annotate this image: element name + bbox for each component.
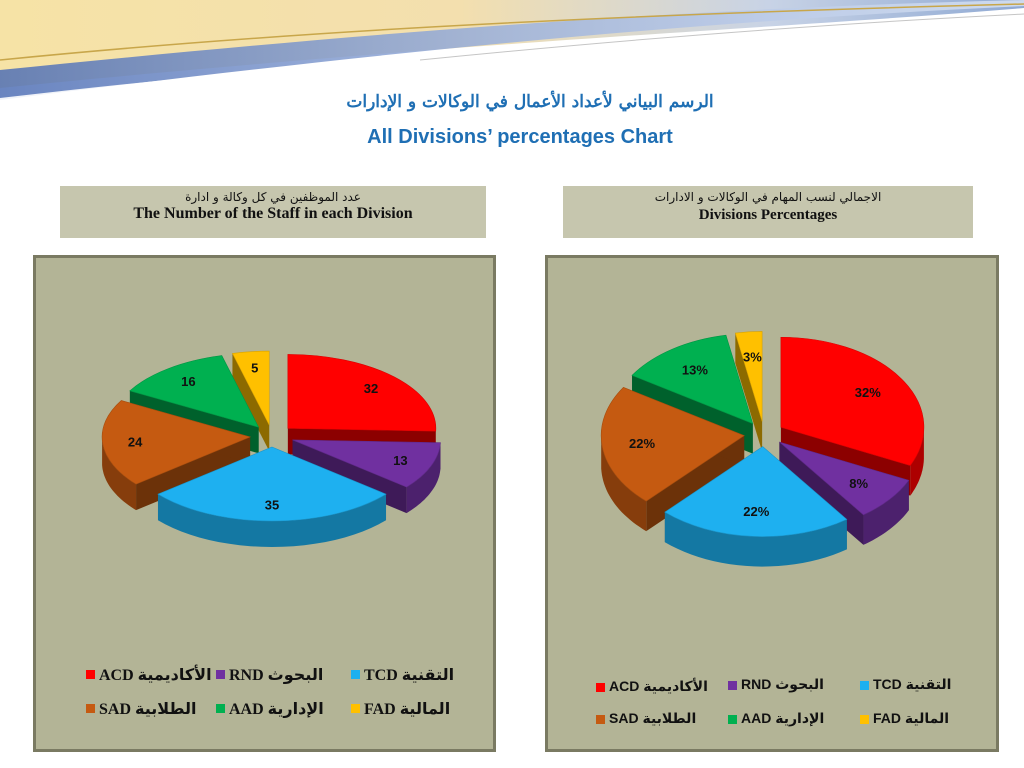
slice-acd: [287, 354, 437, 432]
legend-arabic-sad: الطلابية: [135, 699, 197, 718]
legend-swatch-tcd: [860, 681, 869, 690]
slice-aad: [631, 334, 754, 425]
legend-code-rnd: RND: [741, 676, 776, 692]
legend-swatch-acd: [86, 670, 95, 679]
legend-arabic-sad: الطلابية: [642, 711, 697, 727]
data-label-tcd: 22%: [743, 504, 769, 519]
legend-swatch-sad: [596, 715, 605, 724]
legend-item-tcd: TCD التقنية: [873, 676, 951, 693]
slice-fad: [734, 331, 763, 422]
legend-arabic-acd: الأكاديمية: [137, 665, 212, 684]
left-chart-panel: 32 13 35 24 16 5 ACD الأكاديمية RND البحوث TCD …: [33, 255, 496, 752]
divisions-percentage-pie-chart: 32% 8% 22% 22% 13% 3%: [600, 331, 925, 567]
page-title-english: All Divisions’ percentages Chart: [367, 126, 673, 148]
legend-item-tcd: TCD التقنية: [364, 665, 454, 685]
legend-arabic-fad: المالية: [399, 699, 451, 718]
legend-item-acd: ACD الأكاديمية: [609, 678, 708, 695]
legend-arabic-aad: الإدارية: [267, 699, 324, 718]
legend-swatch-fad: [351, 704, 360, 713]
legend-code-fad: FAD: [873, 710, 905, 726]
slice-tcd: [157, 446, 387, 522]
slice-acd: [780, 336, 925, 466]
legend-swatch-tcd: [351, 670, 360, 679]
legend-arabic-aad: الإدارية: [775, 711, 825, 727]
legend-swatch-acd: [596, 683, 605, 692]
legend-item-rnd: RND البحوث: [741, 676, 824, 693]
legend-swatch-aad: [728, 715, 737, 724]
data-label-aad: 13%: [682, 363, 708, 378]
legend-arabic-acd: الأكاديمية: [643, 679, 708, 695]
data-label-fad: 5: [251, 360, 258, 375]
header-wave-decoration: [0, 0, 1024, 108]
slice-side-fad: [735, 333, 763, 452]
legend-code-fad: FAD: [364, 701, 400, 718]
slice-fad: [231, 350, 270, 426]
data-label-rnd: 8%: [849, 476, 868, 491]
left-chart-caption: عدد الموظفين في كل وكالة و ادارة The Num…: [60, 186, 486, 238]
staff-count-pie-chart: 32 13 35 24 16 5: [101, 350, 441, 547]
left-caption-arabic: عدد الموظفين في كل وكالة و ادارة: [185, 190, 361, 204]
legend-item-aad: AAD الإدارية: [229, 699, 324, 719]
legend-code-aad: AAD: [741, 710, 776, 726]
slice-tcd: [664, 446, 848, 537]
legend-arabic-tcd: التقنية: [905, 677, 952, 693]
legend-code-tcd: TCD: [873, 676, 906, 692]
data-label-acd: 32%: [855, 385, 881, 400]
data-label-aad: 16: [181, 374, 195, 389]
legend-code-rnd: RND: [229, 667, 268, 684]
legend-item-fad: FAD المالية: [364, 699, 450, 719]
legend-arabic-fad: المالية: [904, 711, 950, 727]
legend-swatch-aad: [216, 704, 225, 713]
slice-sad: [101, 400, 251, 485]
legend-swatch-sad: [86, 704, 95, 713]
legend-item-sad: SAD الطلابية: [99, 699, 196, 719]
legend-code-sad: SAD: [99, 701, 136, 718]
legend-item-sad: SAD الطلابية: [609, 710, 696, 727]
legend-item-acd: ACD الأكاديمية: [99, 665, 212, 685]
data-label-tcd: 35: [265, 497, 279, 512]
legend-code-tcd: TCD: [364, 667, 402, 684]
legend-code-sad: SAD: [609, 710, 643, 726]
legend-arabic-rnd: البحوث: [267, 665, 324, 684]
data-label-acd: 32: [364, 381, 378, 396]
data-label-sad: 22%: [629, 436, 655, 451]
legend-swatch-fad: [860, 715, 869, 724]
right-caption-arabic: الاجمالي لنسب المهام في الوكالات و الادا…: [654, 190, 882, 204]
data-label-rnd: 13: [393, 453, 407, 468]
legend-item-fad: FAD المالية: [873, 710, 949, 727]
data-label-sad: 24: [128, 435, 143, 450]
legend-code-aad: AAD: [229, 701, 268, 718]
legend-swatch-rnd: [728, 681, 737, 690]
legend-swatch-rnd: [216, 670, 225, 679]
legend-item-rnd: RND البحوث: [229, 665, 323, 685]
data-label-fad: 3%: [743, 350, 762, 365]
right-chart-panel: 32% 8% 22% 22% 13% 3% ACD الأكاديمية RND البحو…: [545, 255, 999, 752]
slice-aad: [129, 355, 260, 428]
right-chart-caption: الاجمالي لنسب المهام في الوكالات و الادا…: [563, 186, 973, 238]
slice-rnd: [779, 441, 910, 516]
legend-arabic-rnd: البحوث: [775, 677, 824, 693]
legend-arabic-tcd: التقنية: [401, 665, 455, 684]
slice-side-fad: [232, 353, 270, 452]
legend-code-acd: ACD: [99, 667, 138, 684]
right-caption-english: Divisions Percentages: [698, 207, 838, 223]
legend-code-acd: ACD: [609, 678, 644, 694]
slice-rnd: [292, 439, 441, 488]
page-title-arabic: الرسم البياني لأعداد الأعمال في الوكالات…: [346, 92, 714, 112]
left-caption-english: The Number of the Staff in each Division: [133, 205, 413, 222]
slice-sad: [600, 387, 745, 502]
legend-item-aad: AAD الإدارية: [741, 710, 824, 727]
